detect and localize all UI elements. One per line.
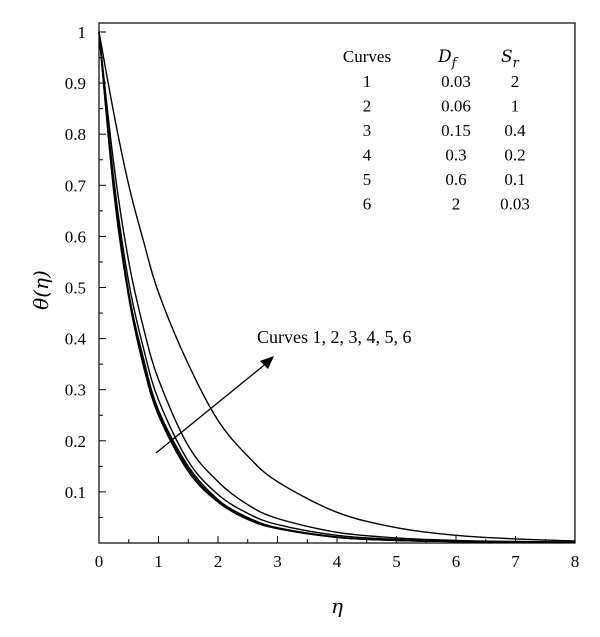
table-cell: 1 <box>363 72 372 91</box>
x-axis-title: η <box>331 594 343 618</box>
arrow-shaft <box>155 361 269 454</box>
y-tick-label: 0.6 <box>65 227 86 246</box>
series-line-3 <box>98 31 576 544</box>
table-cell: 6 <box>363 195 372 214</box>
table-cell: 4 <box>363 146 372 165</box>
trend-arrow <box>155 356 274 454</box>
curves-annotation: Curves 1, 2, 3, 4, 5, 6 <box>257 327 412 347</box>
y-tick-label: 0.7 <box>65 176 87 195</box>
y-tick-label: 0.4 <box>65 330 87 349</box>
y-tick-label: 0.5 <box>65 279 86 298</box>
y-axis-title: θ(η) <box>29 270 53 310</box>
y-tick-label: 1 <box>78 23 87 42</box>
y-tick-label: 0.3 <box>65 381 86 400</box>
table-cell: 0.4 <box>504 121 526 140</box>
table-cell: 2 <box>452 195 461 214</box>
table-rows: 1 0.03 2 2 0.06 1 3 0.15 0.4 4 0.3 0.2 5 0.6 0.1 6 2 0.03 <box>363 72 530 214</box>
table-header-sr: Sr <box>501 47 520 71</box>
x-tick-label: 6 <box>452 552 461 571</box>
table-cell: 5 <box>363 170 372 189</box>
series-line-1 <box>98 31 576 542</box>
x-tick-label: 8 <box>571 552 580 571</box>
table-cell: 0.03 <box>441 72 471 91</box>
x-tick-label: 2 <box>214 552 223 571</box>
df-subscript: f <box>451 56 459 71</box>
parameter-table: Curves Df Sr 1 0.03 22 0.06 13 0.15 0.44 0.3 0.2… <box>343 47 530 214</box>
sr-symbol: S <box>501 47 513 67</box>
table-cell: 0.6 <box>445 170 466 189</box>
x-tick-label: 1 <box>154 552 163 571</box>
table-cell: 0.3 <box>445 146 466 165</box>
df-symbol: D <box>437 47 452 67</box>
axis-ticks: 0 1 2 3 4 5 6 7 8 0.1 0.2 0.3 0.4 0.5 0.6 0.7 0.8 0.9 1 <box>65 23 580 571</box>
y-tick-label: 0.2 <box>65 432 86 451</box>
table-header-df: Df <box>437 47 459 71</box>
series-line-4 <box>98 31 576 544</box>
sr-subscript: r <box>513 56 520 71</box>
table-cell: 0.15 <box>441 121 471 140</box>
table-header-curves: Curves <box>343 47 391 66</box>
y-tick-label: 0.8 <box>65 125 86 144</box>
series-line-5 <box>98 31 576 544</box>
series-lines <box>98 31 576 544</box>
table-cell: 2 <box>363 97 372 116</box>
x-tick-label: 4 <box>333 552 342 571</box>
x-tick-label: 5 <box>392 552 401 571</box>
arrow-head <box>260 356 274 369</box>
table-cell: 0.1 <box>504 170 525 189</box>
x-tick-label: 3 <box>273 552 282 571</box>
table-cell: 3 <box>363 121 372 140</box>
table-cell: 0.03 <box>500 195 530 214</box>
series-line-2 <box>98 31 576 543</box>
x-tick-label: 0 <box>95 552 104 571</box>
table-cell: 2 <box>511 72 520 91</box>
plot-frame <box>98 22 576 544</box>
table-cell: 0.06 <box>441 97 471 116</box>
x-tick-label: 7 <box>511 552 520 571</box>
y-tick-label: 0.9 <box>65 74 86 93</box>
table-cell: 1 <box>511 97 520 116</box>
series-line-6 <box>98 31 576 544</box>
table-cell: 0.2 <box>504 146 525 165</box>
y-tick-label: 0.1 <box>65 483 86 502</box>
